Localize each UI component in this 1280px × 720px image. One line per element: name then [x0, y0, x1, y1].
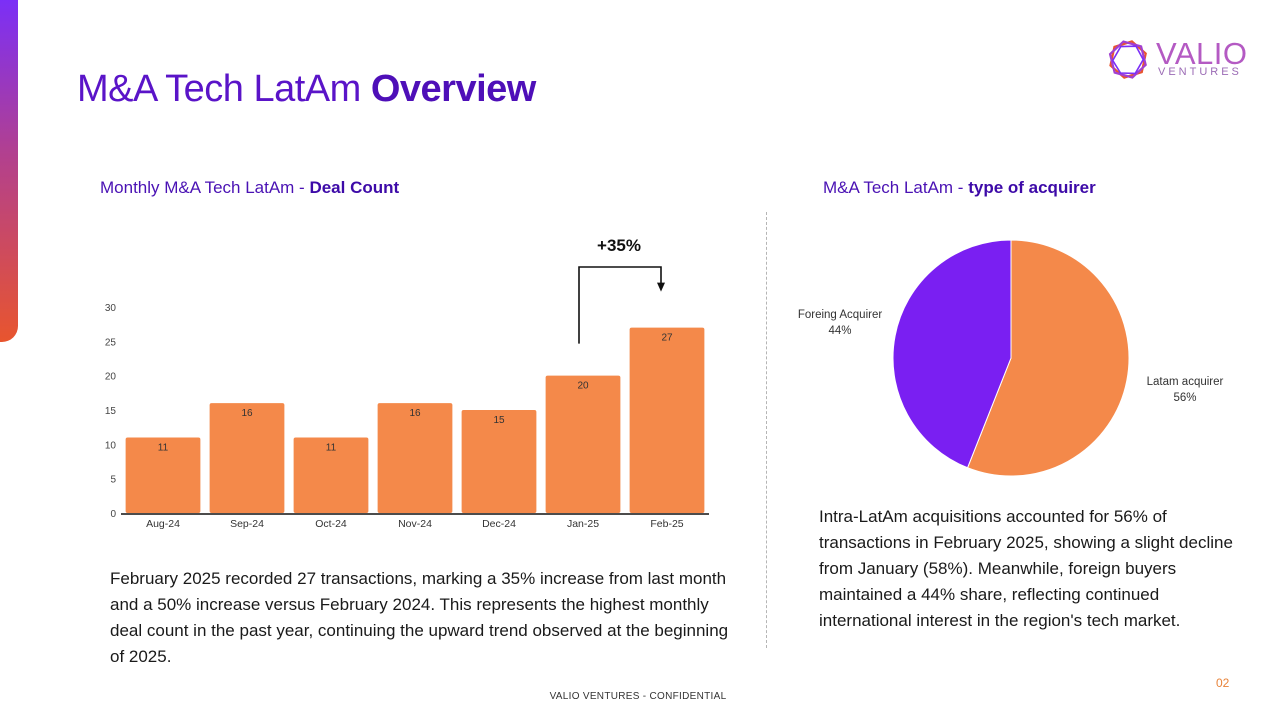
- x-tick-label: Nov-24: [398, 518, 432, 530]
- deal-count-bar-chart: 0 5 10 15 20 25 30 11 Aug-24 16 Sep-24 11 Oct-24 16 No…: [105, 236, 709, 530]
- bar-data-label: 11: [326, 442, 337, 453]
- bar-data-label: 15: [493, 415, 505, 426]
- y-tick-label: 20: [105, 372, 117, 383]
- pie-subtitle-light: M&A Tech LatAm -: [823, 178, 969, 197]
- x-tick-label: Aug-24: [146, 518, 180, 530]
- bar-data-label: 16: [241, 408, 253, 419]
- logo-word: VALIO: [1156, 36, 1248, 71]
- bar-dec-24: [461, 410, 537, 513]
- y-tick-label: 15: [105, 406, 117, 417]
- bar-data-label: 27: [661, 333, 673, 344]
- deal-count-paragraph: February 2025 recorded 27 transactions, …: [110, 569, 729, 666]
- pie-label-name: Foreing Acquirer: [798, 309, 883, 321]
- x-tick-label: Sep-24: [230, 518, 264, 530]
- logo-sub: VENTURES: [1158, 66, 1242, 78]
- confidential-footer: VALIO VENTURES - CONFIDENTIAL: [549, 691, 727, 702]
- page-number: 02: [1216, 676, 1230, 690]
- x-tick-label: Dec-24: [482, 518, 516, 530]
- pie-label: Foreing Acquirer 44%: [798, 309, 883, 337]
- x-tick-label: Oct-24: [315, 518, 347, 530]
- pie-chart-subtitle: M&A Tech LatAm - type of acquirer: [823, 178, 1096, 198]
- column-divider: [766, 212, 767, 648]
- acquirer-type-pie-chart: Latam acquirer 56% Foreing Acquirer 44%: [798, 239, 1224, 477]
- pie-slice-foreing-acquirer: [892, 239, 1012, 469]
- pie-label-value: 56%: [1173, 392, 1196, 404]
- y-tick-label: 0: [110, 509, 116, 520]
- title-light: M&A Tech LatAm: [77, 68, 361, 110]
- pie-label: Latam acquirer 56%: [1147, 376, 1224, 404]
- valio-logo: VALIO VENTURES: [1106, 36, 1250, 82]
- x-tick-label: Feb-25: [650, 518, 683, 530]
- acquirer-paragraph: Intra-LatAm acquisitions accounted for 5…: [819, 507, 1233, 630]
- bar-data-label: 16: [409, 408, 421, 419]
- y-tick-label: 30: [105, 303, 117, 314]
- bar-jan-25: [545, 375, 621, 513]
- y-tick-label: 10: [105, 440, 117, 451]
- bar-subtitle-light: Monthly M&A Tech LatAm -: [100, 178, 310, 197]
- bar-subtitle-bold: Deal Count: [309, 178, 400, 197]
- bar-feb-25: [629, 327, 705, 513]
- page-title: M&A Tech LatAm Overview: [77, 68, 536, 111]
- y-tick-label: 5: [110, 475, 116, 486]
- accent-bar: [0, 0, 18, 342]
- bar-aug-24: [125, 437, 201, 513]
- x-tick-label: Jan-25: [567, 518, 599, 530]
- bar-data-label: 20: [577, 381, 589, 392]
- title-bold: Overview: [370, 68, 537, 110]
- hexagon-logo-icon: [1108, 40, 1147, 79]
- bar-data-label: 11: [158, 442, 169, 453]
- growth-bracket: [578, 266, 662, 344]
- y-tick-label: 25: [105, 337, 117, 348]
- pie-slice-latam-acquirer: [966, 239, 1130, 477]
- bar-oct-24: [293, 437, 369, 513]
- bar-chart-subtitle: Monthly M&A Tech LatAm - Deal Count: [100, 178, 399, 198]
- growth-arrow-icon: [657, 282, 665, 292]
- pie-subtitle-bold: type of acquirer: [968, 178, 1096, 197]
- bar-sep-24: [209, 403, 285, 513]
- bar-nov-24: [377, 403, 453, 513]
- pie-label-name: Latam acquirer: [1147, 376, 1224, 388]
- pie-label-value: 44%: [828, 325, 851, 337]
- growth-annotation: +35%: [597, 236, 641, 255]
